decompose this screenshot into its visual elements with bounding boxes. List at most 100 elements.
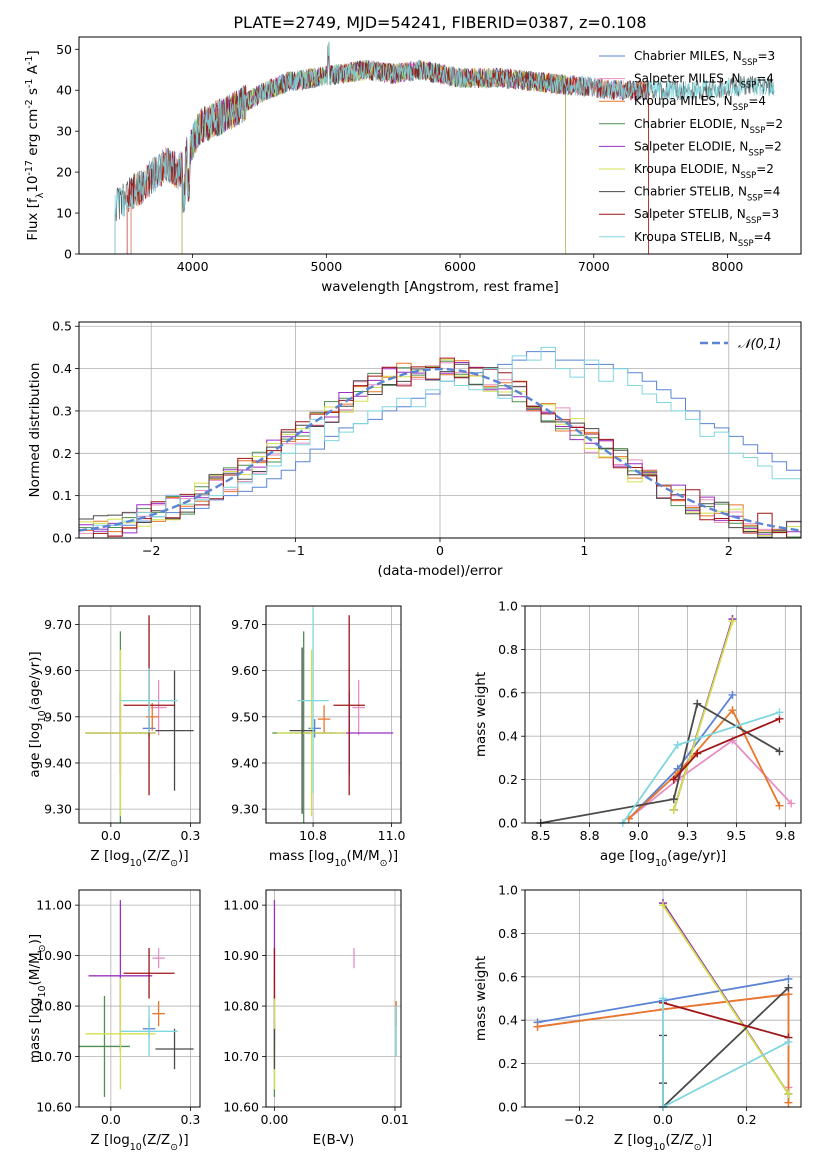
- weight-marker: [669, 775, 678, 784]
- weight-marker: [784, 1037, 793, 1046]
- y-tick-label: 10.80: [36, 999, 72, 1014]
- spectrum-line: [126, 46, 649, 254]
- x-tick-label: −1: [286, 543, 304, 558]
- weight-line: [537, 993, 790, 1103]
- weight-marker: [659, 901, 667, 910]
- y-tick-label: 0.2: [498, 1056, 518, 1071]
- y-tick-label: 0.5: [52, 319, 72, 334]
- x-tick-label: 6000: [444, 259, 476, 274]
- residual-steps: [79, 346, 801, 538]
- x-tick-label: 1: [580, 543, 588, 558]
- y-tick-label: 0.8: [498, 642, 518, 657]
- x-axis-label: Z [log10(Z/Z⊙)]: [614, 1132, 712, 1153]
- weight-marker: [669, 805, 678, 814]
- x-tick-label: 8.8: [580, 828, 600, 843]
- y-tick-label: 0.2: [52, 446, 72, 461]
- legend-label: Chabrier STELIB, NSSP=4: [634, 185, 780, 203]
- y-axis-label: mass [log10(M/M⊙)]: [27, 934, 48, 1063]
- y-tick-label: 11.00: [36, 898, 72, 913]
- weight-marker: [673, 740, 682, 749]
- spectrum-legend: Chabrier MILES, NSSP=3 Salpeter MILES, NS…: [599, 49, 783, 248]
- y-tick-label: 0.8: [498, 926, 518, 941]
- x-tick-label: 9.8: [775, 828, 795, 843]
- legend-label: 𝒩(0,1): [738, 337, 781, 352]
- y-tick-label: 9.50: [231, 709, 259, 724]
- weight-marker: [659, 994, 667, 1003]
- weight-line: [662, 1001, 789, 1039]
- weight-marker: [784, 1098, 793, 1107]
- error-bars: [79, 900, 194, 1097]
- axes-frame: [78, 36, 802, 255]
- legend-label: Chabrier ELODIE, NSSP=2: [634, 117, 783, 135]
- x-tick-label: 8.5: [531, 828, 551, 843]
- weight-line: [672, 620, 734, 811]
- legend-label: Kroupa MILES, NSSP=4: [634, 94, 766, 112]
- y-tick-label: 0.4: [498, 729, 518, 744]
- error-bars: [272, 608, 394, 823]
- x-tick-label: 0.0: [653, 1112, 673, 1127]
- y-tick-label: 10.70: [223, 1049, 259, 1064]
- y-tick-label: 11.00: [223, 898, 259, 913]
- weight-marker: [693, 749, 702, 758]
- weight-marker: [533, 1022, 542, 1031]
- y-tick-label: 40: [56, 83, 72, 98]
- y-tick-label: 9.30: [231, 802, 259, 817]
- weight-marker: [775, 708, 784, 717]
- x-tick-label: −0.2: [564, 1112, 594, 1127]
- y-tick-label: 30: [56, 124, 72, 139]
- figure-title: PLATE=2749, MJD=54241, FIBERID=0387, z=0…: [233, 13, 646, 32]
- x-tick-label: 0: [436, 543, 444, 558]
- axes-frame: [78, 321, 802, 539]
- legend-label: Salpeter ELODIE, NSSP=2: [634, 139, 782, 157]
- x-tick-label: 4000: [177, 259, 209, 274]
- legend-label: Kroupa ELODIE, NSSP=2: [634, 162, 774, 180]
- spectrum-line: [114, 41, 775, 254]
- weight-marker: [775, 747, 784, 756]
- weight-line: [540, 702, 780, 824]
- chart-age-vs-Z: 0.0 0.3 9.30 9.40 9.50 9.60 9.70 Z [log10(Z/Z⊙)…: [27, 605, 201, 869]
- y-tick-label: 10.80: [223, 999, 259, 1014]
- y-tick-label: 9.40: [44, 755, 72, 770]
- y-tick-label: 0.0: [498, 816, 518, 831]
- weight-line: [628, 739, 792, 820]
- y-tick-label: 9.60: [231, 663, 259, 678]
- y-tick-label: 0.6: [498, 969, 518, 984]
- error-bars: [273, 900, 397, 1097]
- weight-line: [628, 708, 781, 820]
- axes-frame: [265, 605, 402, 824]
- y-tick-label: 10.60: [223, 1100, 259, 1115]
- residual-histogram: [79, 357, 801, 538]
- y-tick-label: 9.70: [231, 617, 259, 632]
- axes-frame: [524, 889, 802, 1108]
- x-axis-label: mass [log10(M/M⊙)]: [269, 848, 398, 869]
- y-tick-label: 1.0: [498, 883, 518, 898]
- chart-mass-vs-Z: 0.0 0.3 10.60 10.70 10.80 10.90 11.00 Z [log10(…: [27, 889, 201, 1153]
- weight-marker: [784, 983, 793, 992]
- chart-residuals: −2 −1 0 1 2 0.0 0.1 0.2 0.3 0.4 0.5 (data-model)/er…: [27, 319, 802, 579]
- x-tick-label: 9.3: [678, 828, 698, 843]
- weight-marker: [728, 706, 737, 715]
- error-bars: [85, 615, 194, 823]
- y-tick-label: 9.40: [231, 755, 259, 770]
- x-tick-label: 9.0: [629, 828, 649, 843]
- weight-marker: [784, 1089, 793, 1098]
- y-tick-label: 50: [56, 42, 72, 57]
- legend-label: Kroupa STELIB, NSSP=4: [634, 230, 771, 248]
- y-tick-label: 9.60: [44, 663, 72, 678]
- axes-frame: [265, 889, 402, 1108]
- y-tick-label: 0.4: [52, 361, 72, 376]
- y-tick-label: 0: [64, 247, 72, 262]
- x-axis-label: Z [log10(Z/Z⊙)]: [90, 848, 188, 869]
- weight-marker: [787, 799, 796, 808]
- axes-frame: [524, 605, 802, 824]
- y-tick-label: 9.30: [44, 802, 72, 817]
- spectrum-lines: [114, 41, 775, 254]
- x-tick-label: 0.0: [101, 828, 121, 843]
- y-tick-label: 10.60: [36, 1100, 72, 1115]
- y-tick-label: 10.90: [36, 948, 72, 963]
- x-tick-label: 11.0: [378, 828, 406, 843]
- x-axis-label: age [log10(age/yr)]: [600, 848, 726, 869]
- weight-lines: [533, 899, 793, 1111]
- y-axis-label: mass weight: [473, 956, 489, 1041]
- x-tick-label: 8000: [712, 259, 744, 274]
